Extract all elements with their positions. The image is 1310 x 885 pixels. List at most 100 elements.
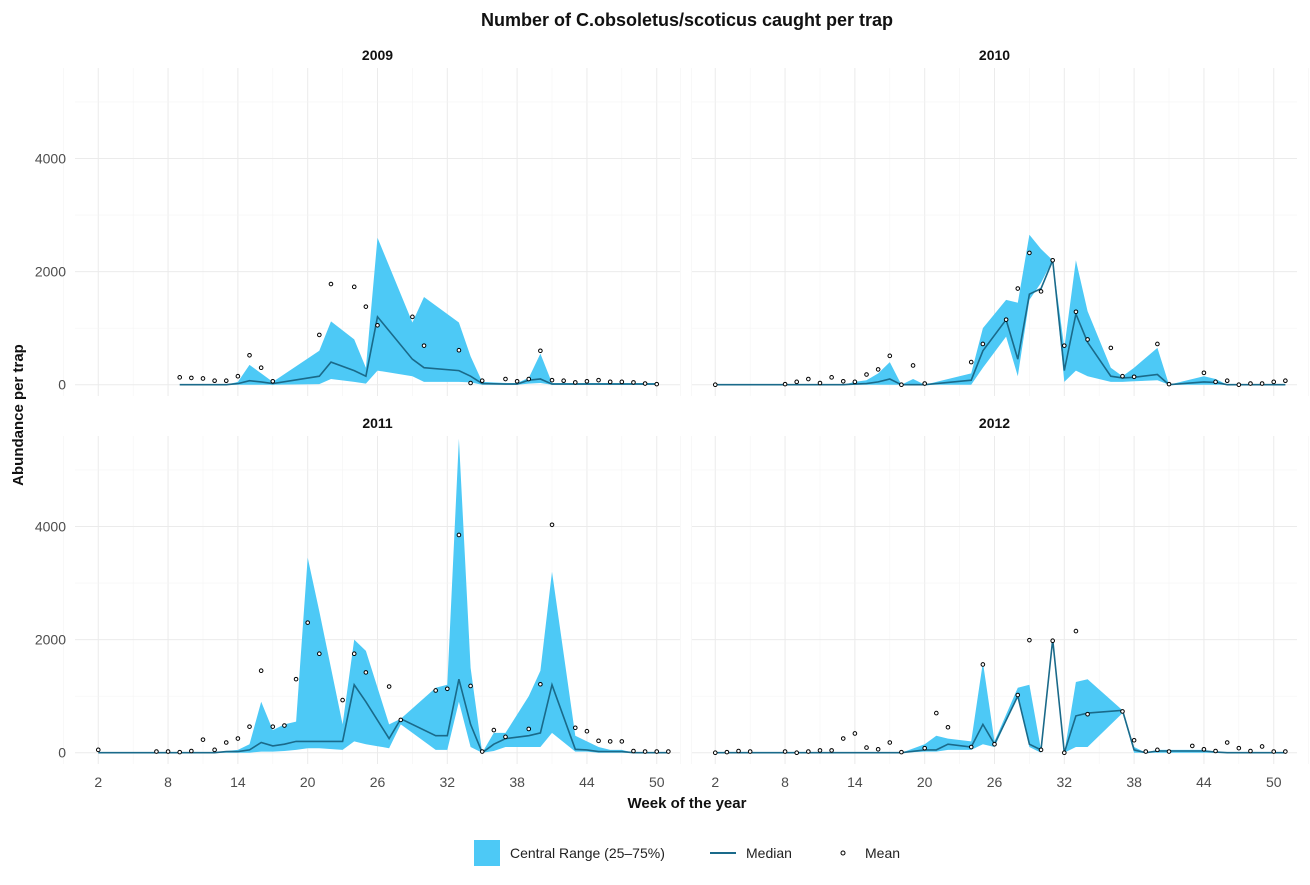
mean-point xyxy=(549,522,555,528)
mean-point xyxy=(1224,740,1230,745)
x-tick-label: 2 xyxy=(711,774,719,790)
mean-point xyxy=(200,376,206,381)
x-tick-label: 26 xyxy=(370,774,386,790)
mean-point xyxy=(864,372,869,377)
mean-point xyxy=(1131,374,1137,380)
mean-point xyxy=(549,377,555,383)
mean-point xyxy=(1271,379,1277,385)
mean-point xyxy=(479,749,485,754)
x-tick-label: 32 xyxy=(1057,774,1073,790)
mean-point xyxy=(817,380,823,386)
mean-point xyxy=(572,725,578,731)
mean-point xyxy=(1166,381,1172,387)
mean-point xyxy=(538,681,543,687)
mean-point xyxy=(1271,749,1277,754)
mean-point xyxy=(1027,250,1032,256)
mean-point xyxy=(445,686,450,692)
mean-point xyxy=(538,348,543,354)
mean-point xyxy=(607,379,613,385)
mean-point xyxy=(1236,382,1242,387)
mean-point xyxy=(386,684,392,689)
panel-2012: 2012 2 8 14 20 26 32 38 44 50 xyxy=(680,415,1309,790)
panel-2009: 2009 0 2000 4000 xyxy=(35,47,692,396)
x-tick-label: 44 xyxy=(579,774,595,790)
mean-point xyxy=(806,376,811,382)
mean-point xyxy=(468,683,473,689)
x-tick-label: 20 xyxy=(917,774,933,790)
mean-point xyxy=(503,734,508,740)
y-tick-label: 0 xyxy=(58,377,66,393)
mean-point xyxy=(317,651,322,657)
mean-point xyxy=(363,304,369,309)
mean-point xyxy=(712,382,718,387)
central-range-ribbon-2010 xyxy=(715,234,1286,385)
facet-title-2011: 2011 xyxy=(362,415,393,431)
x-tick-label: 38 xyxy=(1126,774,1142,790)
mean-point xyxy=(479,378,485,384)
mean-point xyxy=(875,367,881,372)
mean-point xyxy=(619,739,625,744)
mean-point xyxy=(968,744,974,750)
central-range-ribbon-2011 xyxy=(98,438,669,753)
mean-point xyxy=(654,749,660,754)
mean-point xyxy=(526,376,532,382)
mean-point xyxy=(782,381,788,387)
mean-point xyxy=(1131,737,1137,743)
mean-point xyxy=(584,728,590,734)
y-axis-title: Abundance per trap xyxy=(10,344,27,486)
mean-point xyxy=(922,745,927,751)
mean-point xyxy=(724,749,730,755)
mean-point xyxy=(945,724,951,730)
mean-point xyxy=(1213,748,1218,754)
mean-point xyxy=(1027,637,1032,643)
mean-point xyxy=(1108,345,1114,351)
mean-point xyxy=(584,378,590,384)
x-tick-label: 50 xyxy=(1266,774,1282,790)
mean-point xyxy=(351,651,357,657)
mean-point xyxy=(363,670,369,675)
y-tick-label: 2000 xyxy=(35,264,66,280)
mean-point xyxy=(631,748,636,754)
mean-point xyxy=(375,323,380,328)
mean-point xyxy=(1120,709,1125,714)
mean-point xyxy=(1259,381,1265,386)
mean-point xyxy=(95,747,101,753)
mean-point xyxy=(258,365,264,371)
mean-point xyxy=(398,717,404,723)
mean-point xyxy=(1283,749,1288,754)
mean-point xyxy=(596,377,601,383)
mean-point xyxy=(328,281,334,287)
mean-point xyxy=(782,749,788,754)
mean-point xyxy=(1236,745,1242,751)
mean-point xyxy=(1213,379,1218,385)
mean-point xyxy=(922,381,927,386)
mean-point xyxy=(305,620,310,625)
mean-point xyxy=(596,738,601,744)
mean-point xyxy=(200,737,206,742)
legend-range-swatch xyxy=(474,840,500,866)
mean-point xyxy=(1201,370,1207,376)
x-tick-label: 44 xyxy=(1196,774,1212,790)
mean-point xyxy=(410,314,415,320)
mean-point xyxy=(1073,628,1079,634)
mean-point xyxy=(247,352,252,358)
mean-point xyxy=(887,740,893,745)
x-tick-label: 14 xyxy=(847,774,863,790)
mean-point xyxy=(992,741,997,747)
panel-2010: 2010 xyxy=(680,47,1309,396)
x-axis-title: Week of the year xyxy=(628,795,747,812)
mean-point xyxy=(293,676,299,682)
mean-point xyxy=(561,378,566,384)
mean-point xyxy=(1062,343,1067,348)
facet-title-2012: 2012 xyxy=(979,415,1010,431)
mean-point xyxy=(1085,337,1090,342)
mean-point xyxy=(666,749,671,754)
facet-title-2009: 2009 xyxy=(362,47,393,63)
mean-point xyxy=(1003,317,1009,322)
mean-point xyxy=(1073,309,1079,315)
chart-title: Number of C.obsoletus/scoticus caught pe… xyxy=(481,10,893,30)
mean-point xyxy=(1155,747,1160,753)
mean-point xyxy=(794,379,800,385)
mean-point xyxy=(642,749,648,754)
mean-point xyxy=(607,739,613,744)
